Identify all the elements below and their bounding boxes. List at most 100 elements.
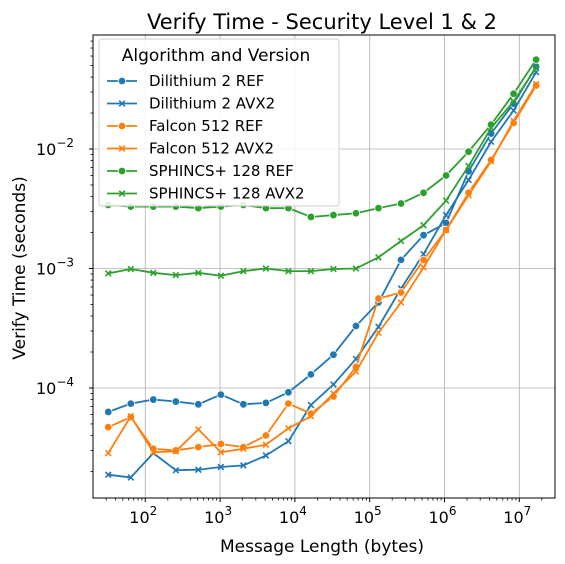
data-point — [216, 439, 226, 449]
data-point — [104, 407, 113, 417]
legend-swatch-marker — [118, 190, 126, 197]
data-point — [126, 399, 135, 408]
data-point — [262, 265, 270, 272]
y-tick-label: 10−4 — [36, 375, 74, 398]
legend-item: SPHINCS+ 128 AVX2 — [107, 185, 305, 203]
series-layer — [104, 55, 541, 481]
data-point — [306, 212, 316, 222]
data-point — [262, 441, 270, 449]
series-line — [107, 83, 537, 454]
data-point — [240, 462, 247, 469]
data-point — [351, 321, 361, 331]
data-point — [285, 437, 292, 445]
data-point — [240, 445, 247, 453]
data-point — [217, 463, 225, 471]
legend-swatch-marker — [117, 76, 127, 86]
series-line — [108, 71, 537, 479]
x-tick-label: 105 — [354, 504, 382, 527]
data-point — [194, 442, 203, 452]
data-point — [104, 449, 112, 457]
axis-ticks: 102 103 104 105 106 107 10−4 10−3 10−2 — [36, 40, 543, 527]
data-point — [262, 452, 270, 459]
data-point — [420, 221, 427, 229]
data-point — [441, 171, 451, 180]
x-tick-label: 102 — [129, 504, 157, 527]
data-point — [127, 265, 135, 273]
data-point — [104, 270, 112, 277]
legend-label: Dilithium 2 AVX2 — [149, 95, 275, 113]
data-point — [464, 147, 473, 156]
y-tick-label: 10−2 — [36, 136, 74, 159]
data-point — [396, 288, 406, 297]
legend-label: SPHINCS+ 128 REF — [149, 162, 294, 180]
legend-swatch-marker — [118, 100, 126, 107]
legend-label: SPHINCS+ 128 AVX2 — [149, 185, 305, 203]
data-point — [396, 255, 406, 265]
data-point — [330, 390, 337, 397]
data-point — [442, 197, 450, 204]
data-point — [375, 329, 382, 337]
data-point — [420, 264, 427, 271]
x-tick-label: 106 — [429, 504, 457, 527]
data-point — [172, 466, 180, 474]
data-point — [216, 390, 226, 399]
data-point — [532, 80, 540, 88]
data-point — [127, 474, 135, 481]
legend: Algorithm and Version Dilithium 2 REF Dili… — [98, 38, 340, 207]
data-point — [194, 269, 202, 277]
data-point — [374, 203, 383, 213]
x-tick-label: 107 — [503, 504, 531, 527]
legend-item: Falcon 512 REF — [107, 117, 263, 135]
data-point — [285, 424, 292, 432]
data-point — [532, 64, 540, 71]
data-point — [419, 188, 428, 198]
legend-title: Algorithm and Version — [122, 46, 311, 66]
legend-box — [98, 38, 340, 207]
data-point — [172, 447, 180, 455]
data-point — [510, 107, 517, 114]
data-point — [194, 426, 202, 433]
data-point — [465, 176, 472, 184]
data-point — [307, 267, 315, 275]
data-point — [261, 398, 271, 408]
series-3 — [104, 80, 540, 457]
data-point — [149, 448, 157, 456]
x-tick-label: 104 — [279, 504, 307, 527]
data-point — [149, 269, 157, 277]
x-axis-title: Message Length (bytes) — [220, 537, 424, 557]
legend-label: Falcon 512 AVX2 — [149, 140, 274, 158]
data-point — [194, 400, 203, 409]
legend-item: SPHINCS+ 128 REF — [107, 162, 294, 180]
data-point — [127, 412, 135, 420]
data-point — [284, 388, 293, 397]
data-point — [307, 401, 315, 409]
data-point — [217, 272, 225, 280]
data-point — [285, 267, 292, 275]
data-point — [487, 124, 495, 132]
data-point — [217, 448, 225, 456]
data-point — [442, 226, 450, 234]
data-point — [284, 399, 293, 408]
data-point — [465, 191, 472, 199]
data-point — [510, 117, 517, 125]
series-5 — [104, 64, 540, 280]
data-point — [329, 210, 338, 220]
y-tick-label: 10−3 — [36, 255, 74, 278]
data-point — [510, 98, 517, 105]
data-point — [509, 89, 518, 98]
data-point — [104, 422, 113, 432]
legend-swatch-marker — [117, 166, 127, 176]
legend-label: Dilithium 2 REF — [149, 72, 264, 90]
data-point — [375, 323, 382, 331]
data-point — [261, 431, 271, 440]
legend-item: Dilithium 2 AVX2 — [107, 95, 275, 113]
data-point — [375, 253, 382, 261]
legend-swatch-marker — [117, 121, 127, 131]
data-point — [487, 138, 495, 146]
y-axis-title: Verify Time (seconds) — [10, 176, 30, 359]
data-point — [194, 466, 202, 474]
series-line — [108, 67, 537, 277]
series-0 — [104, 62, 541, 417]
data-point — [397, 237, 405, 245]
data-point — [172, 271, 180, 279]
